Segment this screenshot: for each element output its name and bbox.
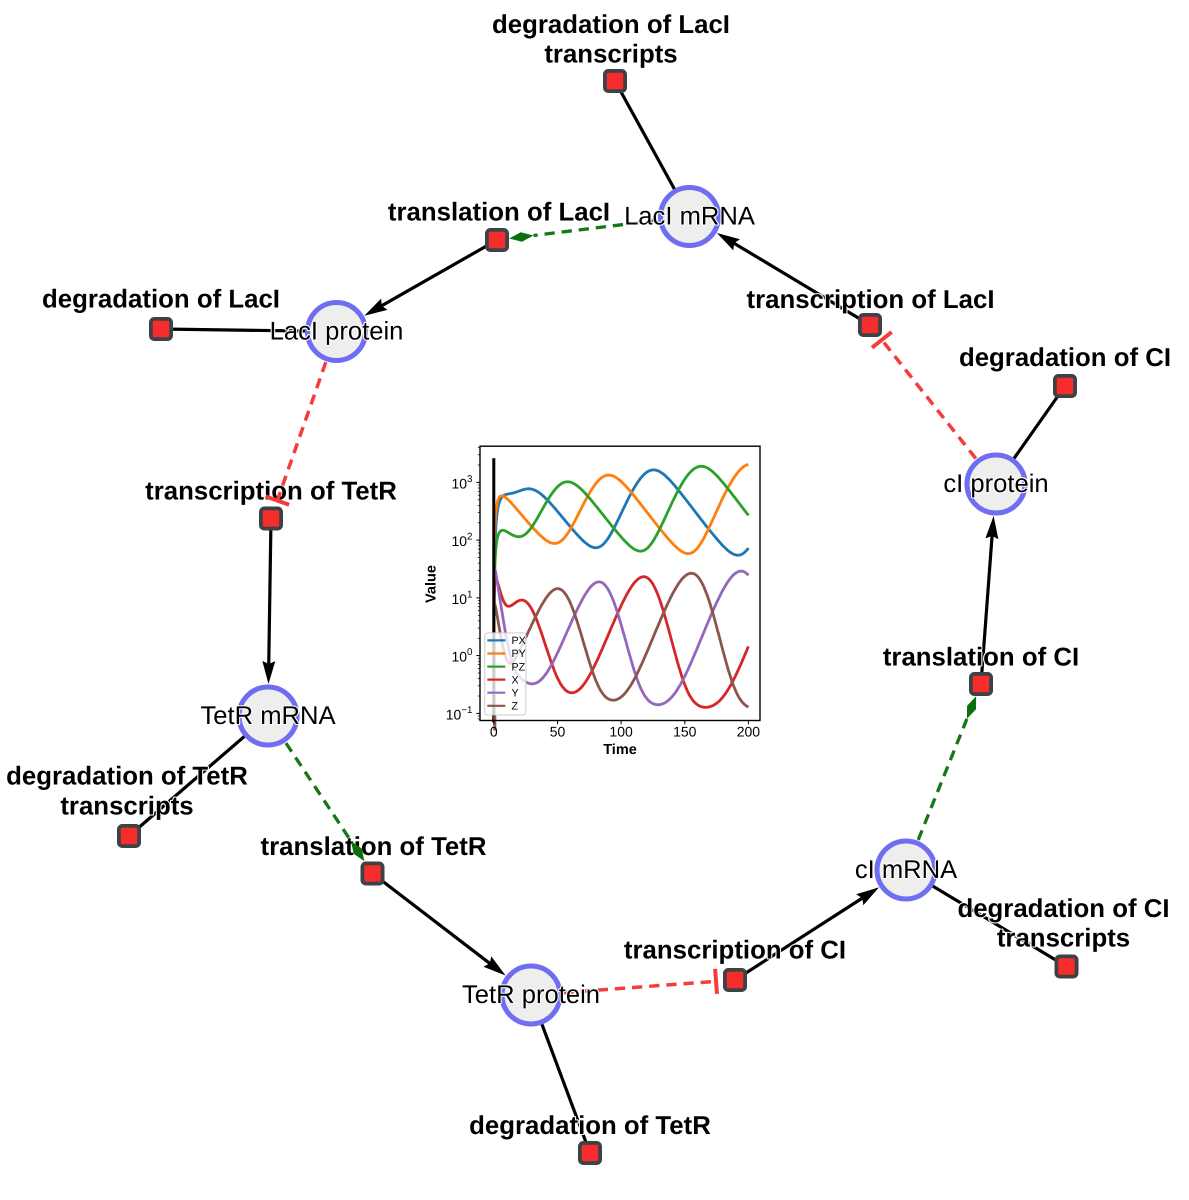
svg-text:Y: Y [512, 687, 519, 699]
svg-text:transcripts: transcripts [60, 793, 193, 821]
svg-text:translation of LacI: translation of LacI [388, 199, 610, 227]
svg-text:PZ: PZ [512, 661, 526, 673]
svg-text:TetR mRNA: TetR mRNA [200, 702, 336, 730]
svg-text:10−1: 10−1 [446, 705, 473, 722]
svg-text:TetR protein: TetR protein [462, 981, 600, 1009]
svg-text:101: 101 [451, 590, 472, 607]
svg-text:0: 0 [490, 723, 498, 739]
svg-text:translation of TetR: translation of TetR [261, 833, 487, 861]
svg-text:50: 50 [550, 723, 566, 739]
svg-text:100: 100 [451, 647, 473, 664]
svg-text:Time: Time [603, 742, 637, 758]
svg-text:degradation of LacI: degradation of LacI [492, 11, 730, 39]
svg-text:LacI protein: LacI protein [270, 318, 404, 346]
svg-text:LacI mRNA: LacI mRNA [624, 203, 756, 231]
svg-text:translation of CI: translation of CI [883, 644, 1079, 672]
svg-text:PY: PY [512, 648, 526, 660]
svg-text:transcription of TetR: transcription of TetR [145, 477, 397, 505]
svg-text:transcripts: transcripts [997, 925, 1130, 953]
svg-text:103: 103 [451, 474, 473, 491]
svg-text:102: 102 [451, 532, 472, 549]
svg-text:transcripts: transcripts [544, 41, 677, 69]
svg-text:X: X [512, 674, 519, 686]
svg-text:100: 100 [609, 723, 633, 739]
svg-text:cI protein: cI protein [943, 470, 1048, 498]
svg-text:Z: Z [512, 701, 519, 713]
svg-text:degradation of LacI: degradation of LacI [42, 286, 280, 314]
svg-text:cI mRNA: cI mRNA [855, 856, 958, 884]
svg-text:Value: Value [423, 565, 439, 603]
svg-text:transcription of CI: transcription of CI [624, 936, 846, 964]
svg-text:degradation of TetR: degradation of TetR [469, 1112, 711, 1140]
svg-text:PX: PX [512, 635, 526, 647]
svg-text:degradation of CI: degradation of CI [959, 344, 1171, 372]
svg-text:degradation of CI: degradation of CI [957, 895, 1169, 923]
svg-text:degradation of TetR: degradation of TetR [6, 763, 248, 791]
svg-text:200: 200 [737, 723, 761, 739]
svg-text:150: 150 [673, 723, 697, 739]
svg-text:transcription of LacI: transcription of LacI [747, 286, 995, 314]
